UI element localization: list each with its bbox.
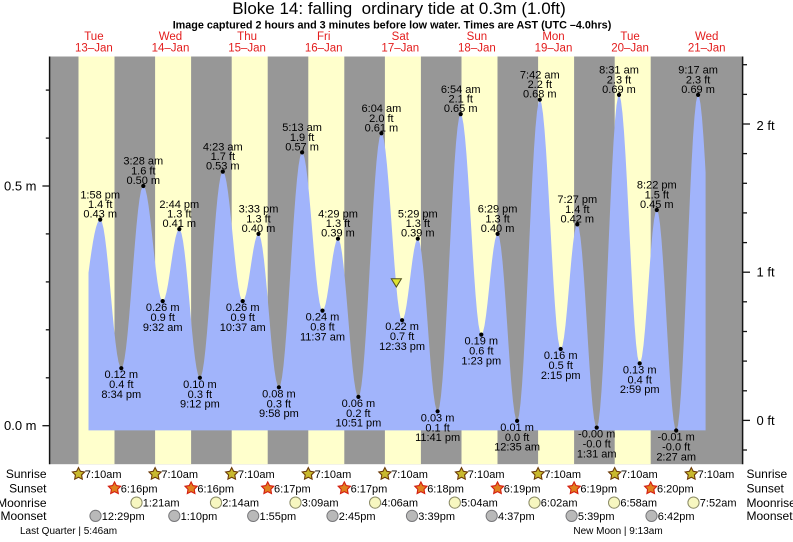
svg-text:Wed: Wed <box>159 31 182 43</box>
svg-text:5:04am: 5:04am <box>461 498 498 510</box>
svg-text:7:10am: 7:10am <box>544 469 581 481</box>
svg-text:0.39 m: 0.39 m <box>321 228 355 240</box>
svg-text:7:10am: 7:10am <box>238 469 275 481</box>
svg-text:0.69 m: 0.69 m <box>681 84 715 96</box>
svg-text:Bloke 14: falling ordinary ti: Bloke 14: falling ordinary tide at 0.3m … <box>232 0 566 18</box>
svg-text:0.68 m: 0.68 m <box>523 89 557 101</box>
svg-text:Image captured 2 hours and 3 m: Image captured 2 hours and 3 minutes bef… <box>173 20 612 32</box>
svg-text:9:58 pm: 9:58 pm <box>259 408 299 420</box>
svg-text:Mon: Mon <box>542 31 564 43</box>
svg-text:Sun: Sun <box>467 31 487 43</box>
svg-text:9:32 am: 9:32 am <box>143 322 183 334</box>
svg-text:6:19pm: 6:19pm <box>580 483 617 495</box>
svg-text:0.42 m: 0.42 m <box>560 213 594 225</box>
svg-text:Fri: Fri <box>317 31 330 43</box>
svg-text:12:35 am: 12:35 am <box>494 442 540 454</box>
svg-text:1:23 pm: 1:23 pm <box>461 355 501 367</box>
svg-text:6:18pm: 6:18pm <box>427 483 464 495</box>
svg-text:2:45pm: 2:45pm <box>339 511 376 523</box>
svg-text:12:33 pm: 12:33 pm <box>379 341 425 353</box>
svg-text:7:52am: 7:52am <box>700 498 737 510</box>
svg-text:0.41 m: 0.41 m <box>162 218 196 230</box>
svg-text:6:42pm: 6:42pm <box>658 511 695 523</box>
svg-text:2:15 pm: 2:15 pm <box>541 370 581 382</box>
svg-text:Moonrise: Moonrise <box>747 496 793 510</box>
svg-text:Wed: Wed <box>695 31 718 43</box>
svg-text:0.39 m: 0.39 m <box>401 228 435 240</box>
svg-text:1:10pm: 1:10pm <box>181 511 218 523</box>
svg-text:6:58am: 6:58am <box>620 498 657 510</box>
svg-text:0.40 m: 0.40 m <box>481 223 515 235</box>
svg-text:Sunrise: Sunrise <box>747 467 788 481</box>
svg-text:17–Jan: 17–Jan <box>381 42 419 54</box>
svg-text:4:37pm: 4:37pm <box>498 511 535 523</box>
svg-text:Last Quarter | 5:46am: Last Quarter | 5:46am <box>20 526 117 537</box>
svg-text:Moonset: Moonset <box>747 509 793 523</box>
svg-text:7:10am: 7:10am <box>698 469 735 481</box>
svg-text:2:14am: 2:14am <box>222 498 259 510</box>
svg-text:0.0 m: 0.0 m <box>4 418 37 433</box>
svg-text:20–Jan: 20–Jan <box>611 42 649 54</box>
svg-text:11:41 pm: 11:41 pm <box>415 432 460 444</box>
svg-text:Sunrise: Sunrise <box>6 467 47 481</box>
svg-text:0.53 m: 0.53 m <box>206 161 240 173</box>
svg-text:7:10am: 7:10am <box>315 469 352 481</box>
svg-text:1:31 am: 1:31 am <box>577 448 617 460</box>
svg-text:7:10am: 7:10am <box>161 469 198 481</box>
svg-text:19–Jan: 19–Jan <box>535 42 573 54</box>
svg-text:2:27 am: 2:27 am <box>656 451 696 463</box>
svg-text:0.5 m: 0.5 m <box>4 178 37 193</box>
svg-text:6:16pm: 6:16pm <box>197 483 234 495</box>
svg-text:6:19pm: 6:19pm <box>504 483 541 495</box>
svg-text:Sat: Sat <box>392 31 410 43</box>
svg-text:2 ft: 2 ft <box>757 118 775 133</box>
svg-text:5:39pm: 5:39pm <box>578 511 615 523</box>
svg-text:Tue: Tue <box>84 31 103 43</box>
svg-text:0 ft: 0 ft <box>757 413 775 428</box>
svg-text:1:55pm: 1:55pm <box>260 511 297 523</box>
svg-text:7:10am: 7:10am <box>468 469 505 481</box>
svg-text:1:21am: 1:21am <box>143 498 180 510</box>
svg-text:Tue: Tue <box>620 31 639 43</box>
svg-text:6:02am: 6:02am <box>541 498 578 510</box>
svg-text:8:34 pm: 8:34 pm <box>101 389 141 401</box>
svg-text:13–Jan: 13–Jan <box>75 42 113 54</box>
svg-text:6:17pm: 6:17pm <box>274 483 311 495</box>
svg-text:0.57 m: 0.57 m <box>285 141 319 153</box>
svg-text:6:16pm: 6:16pm <box>121 483 158 495</box>
svg-text:9:12 pm: 9:12 pm <box>180 399 220 411</box>
svg-text:Sunset: Sunset <box>747 482 785 496</box>
svg-text:0.50 m: 0.50 m <box>126 175 160 187</box>
svg-text:0.61 m: 0.61 m <box>365 122 399 134</box>
svg-text:3:39pm: 3:39pm <box>418 511 455 523</box>
svg-text:4:06am: 4:06am <box>381 498 418 510</box>
svg-text:Thu: Thu <box>237 31 257 43</box>
svg-text:10:51 pm: 10:51 pm <box>335 418 381 430</box>
svg-text:1 ft: 1 ft <box>757 265 775 280</box>
svg-text:16–Jan: 16–Jan <box>305 42 343 54</box>
svg-text:2:59 pm: 2:59 pm <box>620 384 660 396</box>
svg-text:7:10am: 7:10am <box>85 469 122 481</box>
svg-text:0.40 m: 0.40 m <box>242 223 276 235</box>
svg-text:12:29pm: 12:29pm <box>102 511 145 523</box>
svg-text:15–Jan: 15–Jan <box>228 42 266 54</box>
svg-text:14–Jan: 14–Jan <box>152 42 190 54</box>
svg-text:0.43 m: 0.43 m <box>83 209 117 221</box>
svg-text:0.65 m: 0.65 m <box>444 103 478 115</box>
svg-text:New Moon | 9:13am: New Moon | 9:13am <box>573 526 662 537</box>
svg-text:21–Jan: 21–Jan <box>688 42 726 54</box>
svg-text:7:10am: 7:10am <box>621 469 658 481</box>
svg-text:6:17pm: 6:17pm <box>351 483 388 495</box>
svg-text:3:09am: 3:09am <box>302 498 339 510</box>
svg-text:Moonset: Moonset <box>0 509 47 523</box>
svg-text:0.69 m: 0.69 m <box>602 84 636 96</box>
svg-text:Moonrise: Moonrise <box>0 496 47 510</box>
svg-text:7:10am: 7:10am <box>391 469 428 481</box>
svg-text:0.45 m: 0.45 m <box>640 199 674 211</box>
svg-text:6:20pm: 6:20pm <box>657 483 694 495</box>
svg-text:11:37 am: 11:37 am <box>300 331 345 343</box>
svg-text:18–Jan: 18–Jan <box>458 42 496 54</box>
svg-text:10:37 am: 10:37 am <box>220 322 266 334</box>
svg-text:Sunset: Sunset <box>9 482 47 496</box>
